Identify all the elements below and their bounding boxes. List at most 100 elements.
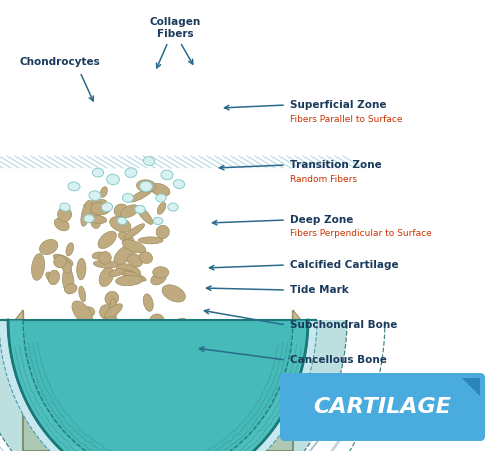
Text: CARTILAGE: CARTILAGE <box>314 397 452 417</box>
Ellipse shape <box>116 345 126 371</box>
Ellipse shape <box>138 237 163 244</box>
Ellipse shape <box>102 328 112 340</box>
Text: Random Fibers: Random Fibers <box>290 175 357 184</box>
Ellipse shape <box>98 252 112 264</box>
Ellipse shape <box>153 217 163 225</box>
Ellipse shape <box>64 284 77 294</box>
Polygon shape <box>462 378 480 396</box>
Ellipse shape <box>111 329 122 356</box>
Ellipse shape <box>70 321 85 339</box>
Ellipse shape <box>28 342 46 357</box>
Ellipse shape <box>54 254 73 266</box>
Text: Chondrocytes: Chondrocytes <box>20 57 100 67</box>
Polygon shape <box>0 320 317 451</box>
Ellipse shape <box>90 202 110 215</box>
FancyBboxPatch shape <box>280 373 485 441</box>
Ellipse shape <box>105 291 118 305</box>
Ellipse shape <box>98 231 116 249</box>
Ellipse shape <box>150 329 172 342</box>
Ellipse shape <box>124 224 144 239</box>
Text: Calcified Cartilage: Calcified Cartilage <box>290 260 399 270</box>
Ellipse shape <box>150 184 170 196</box>
Ellipse shape <box>54 255 66 268</box>
Ellipse shape <box>126 364 140 375</box>
Polygon shape <box>68 360 248 451</box>
Ellipse shape <box>122 193 134 202</box>
Ellipse shape <box>64 353 80 372</box>
Ellipse shape <box>120 270 140 280</box>
Ellipse shape <box>100 187 107 198</box>
Ellipse shape <box>68 182 80 191</box>
Ellipse shape <box>128 254 142 267</box>
Ellipse shape <box>116 275 143 285</box>
Ellipse shape <box>54 327 79 340</box>
Ellipse shape <box>130 188 152 202</box>
Ellipse shape <box>102 202 112 212</box>
Ellipse shape <box>79 286 86 302</box>
Ellipse shape <box>32 342 56 351</box>
Text: Cancellous Bone: Cancellous Bone <box>290 355 387 365</box>
Ellipse shape <box>161 170 173 179</box>
Text: Deep Zone: Deep Zone <box>290 215 354 225</box>
Polygon shape <box>0 320 317 451</box>
Ellipse shape <box>145 352 161 367</box>
Ellipse shape <box>92 252 104 259</box>
Ellipse shape <box>44 331 64 341</box>
Ellipse shape <box>84 215 94 223</box>
Ellipse shape <box>140 181 152 192</box>
Ellipse shape <box>66 243 74 256</box>
Ellipse shape <box>112 327 128 335</box>
Text: Fibers Parallel to Surface: Fibers Parallel to Surface <box>290 115 403 124</box>
Ellipse shape <box>148 365 164 387</box>
Ellipse shape <box>102 317 119 328</box>
Ellipse shape <box>40 239 58 254</box>
Ellipse shape <box>124 348 136 360</box>
Ellipse shape <box>118 365 127 382</box>
Ellipse shape <box>46 334 58 345</box>
Ellipse shape <box>109 269 124 276</box>
Ellipse shape <box>32 253 44 281</box>
Ellipse shape <box>168 203 178 211</box>
Ellipse shape <box>90 208 101 229</box>
Ellipse shape <box>125 168 137 177</box>
Ellipse shape <box>136 206 153 224</box>
Text: Tide Mark: Tide Mark <box>290 285 349 295</box>
Ellipse shape <box>116 264 140 277</box>
Polygon shape <box>15 310 301 451</box>
Ellipse shape <box>58 207 71 221</box>
Ellipse shape <box>48 341 68 354</box>
Ellipse shape <box>120 205 139 218</box>
Ellipse shape <box>54 218 69 231</box>
Ellipse shape <box>135 205 145 213</box>
Polygon shape <box>0 320 347 451</box>
Ellipse shape <box>56 338 66 354</box>
Ellipse shape <box>134 333 146 348</box>
Ellipse shape <box>149 314 164 329</box>
Ellipse shape <box>92 168 104 177</box>
Ellipse shape <box>70 322 82 345</box>
Ellipse shape <box>122 240 146 253</box>
Ellipse shape <box>84 199 106 207</box>
Ellipse shape <box>174 179 184 189</box>
Ellipse shape <box>89 191 101 200</box>
Ellipse shape <box>44 354 54 373</box>
Ellipse shape <box>82 307 95 317</box>
Ellipse shape <box>117 336 126 347</box>
Ellipse shape <box>106 174 120 185</box>
Ellipse shape <box>114 244 136 264</box>
Ellipse shape <box>110 366 120 386</box>
Ellipse shape <box>90 216 107 224</box>
Ellipse shape <box>76 258 86 280</box>
Ellipse shape <box>72 301 92 324</box>
Ellipse shape <box>94 260 118 268</box>
Ellipse shape <box>117 217 127 225</box>
Ellipse shape <box>81 200 92 226</box>
Ellipse shape <box>143 294 153 311</box>
Ellipse shape <box>118 232 134 244</box>
Ellipse shape <box>144 156 154 166</box>
Ellipse shape <box>37 355 51 377</box>
Ellipse shape <box>152 267 169 278</box>
Ellipse shape <box>139 252 152 263</box>
Ellipse shape <box>161 318 185 332</box>
Ellipse shape <box>46 272 56 283</box>
